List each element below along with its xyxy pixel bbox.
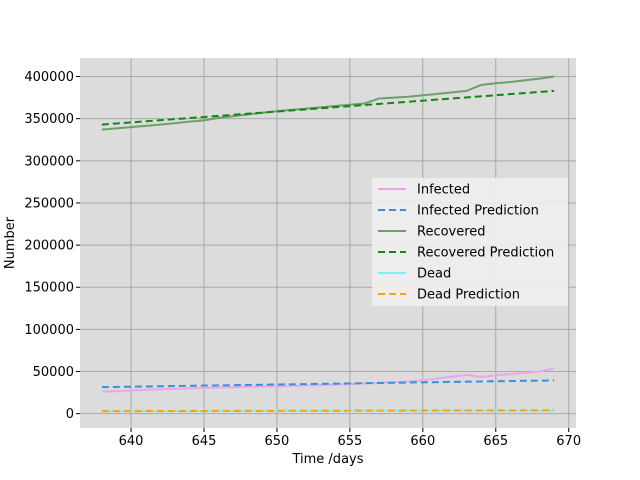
y-tick-label: 300000	[24, 154, 74, 169]
legend-box	[372, 178, 568, 306]
y-tick-label: 0	[66, 407, 74, 422]
x-tick-label: 670	[556, 434, 581, 449]
x-tick-label: 660	[410, 434, 435, 449]
y-axis-label: Number	[3, 216, 18, 269]
y-tick-label: 100000	[24, 323, 74, 338]
x-tick-label: 650	[265, 434, 290, 449]
legend-label: Dead	[417, 267, 451, 282]
y-tick-label: 250000	[24, 196, 74, 211]
series-line-infected-prediction	[101, 379, 555, 389]
legend-label: Dead Prediction	[417, 288, 520, 303]
legend-label: Recovered	[417, 225, 486, 240]
x-tick-label: 640	[119, 434, 144, 449]
y-axis-ticks: 0 50000 100000 150000 200000 250000 300000 3500…	[24, 70, 80, 422]
x-tick-label: 665	[483, 434, 508, 449]
legend-label: Infected Prediction	[417, 204, 539, 219]
y-tick-label: 50000	[33, 365, 74, 380]
series-lines	[101, 75, 555, 413]
y-tick-label: 200000	[24, 239, 74, 254]
y-tick-label: 150000	[24, 281, 74, 296]
series-line-recovered	[101, 75, 555, 131]
x-tick-label: 645	[192, 434, 217, 449]
x-tick-label: 655	[337, 434, 362, 449]
legend: Infected Infected Prediction Recovered Reco…	[372, 178, 568, 306]
y-tick-label: 400000	[24, 70, 74, 85]
legend-label: Recovered Prediction	[417, 246, 554, 261]
series-line-dead-prediction	[101, 409, 555, 413]
x-axis-label: Time /days	[291, 452, 363, 467]
x-axis-ticks: 640 645 650 655 660 665 670	[119, 428, 581, 449]
legend-label: Infected	[417, 183, 470, 198]
y-tick-label: 350000	[24, 112, 74, 127]
series-line-infected	[101, 367, 555, 393]
series-line-recovered-prediction	[101, 89, 555, 126]
